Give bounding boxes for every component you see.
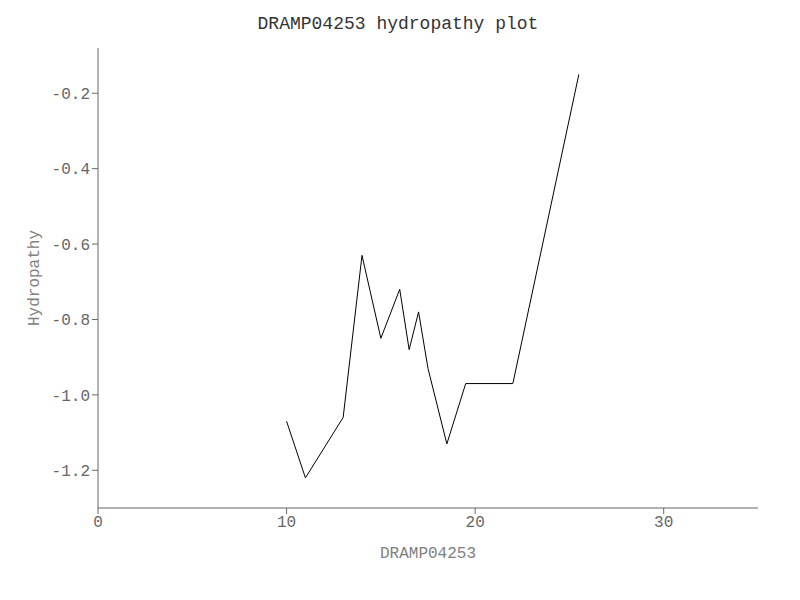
svg-text:-0.4: -0.4 xyxy=(52,161,90,179)
svg-text:-1.2: -1.2 xyxy=(52,463,90,481)
svg-text:-0.2: -0.2 xyxy=(52,86,90,104)
svg-text:0: 0 xyxy=(93,514,103,532)
svg-text:DRAMP04253: DRAMP04253 xyxy=(380,545,476,563)
html-text:DRAMP04253 hydropathy plot: DRAMP04253 hydropathy plot xyxy=(257,14,539,34)
svg-text:-1.0: -1.0 xyxy=(52,388,90,406)
svg-text:10: 10 xyxy=(277,514,296,532)
svg-text:-0.6: -0.6 xyxy=(52,237,90,255)
svg-text:-0.8: -0.8 xyxy=(52,312,90,330)
svg-text:Hydropathy: Hydropathy xyxy=(26,230,44,326)
svg-text:20: 20 xyxy=(466,514,485,532)
svg-text:30: 30 xyxy=(654,514,673,532)
